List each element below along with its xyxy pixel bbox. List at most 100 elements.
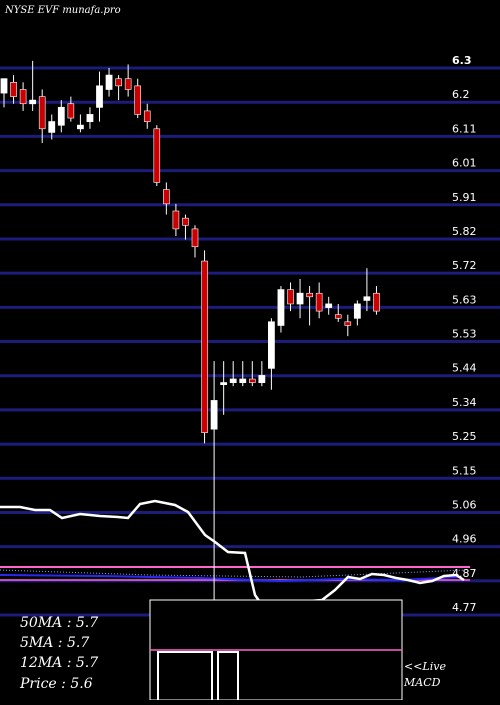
candle bbox=[48, 114, 56, 140]
candle-body-up bbox=[0, 78, 8, 94]
candle-body-down bbox=[373, 292, 380, 312]
candle bbox=[373, 286, 380, 315]
candle-body-up bbox=[229, 378, 237, 384]
candle bbox=[124, 64, 132, 97]
candle-body-up bbox=[277, 289, 285, 326]
y-tick-label: 5.63 bbox=[452, 293, 477, 306]
candle bbox=[210, 361, 218, 615]
candle bbox=[191, 225, 199, 258]
y-tick-label: 6.3 bbox=[452, 54, 472, 67]
candle-body-down bbox=[10, 82, 17, 97]
candle bbox=[277, 286, 285, 333]
candles bbox=[0, 60, 380, 615]
candle-body-down bbox=[153, 128, 161, 183]
candle-body-up bbox=[57, 106, 65, 126]
candle-body-down bbox=[201, 260, 208, 433]
candle-body-up bbox=[105, 74, 113, 90]
candle bbox=[163, 182, 170, 215]
candle-body-up bbox=[77, 124, 84, 130]
candle bbox=[143, 103, 151, 129]
blue-ma-line bbox=[0, 574, 461, 583]
candle bbox=[57, 100, 65, 133]
candle-body-down bbox=[287, 289, 294, 305]
candle bbox=[0, 78, 8, 108]
candle-body-up bbox=[325, 303, 333, 308]
candle bbox=[115, 75, 122, 101]
candle-body-up bbox=[96, 85, 103, 108]
y-tick-label: 6.2 bbox=[452, 88, 470, 101]
candle-body-down bbox=[38, 96, 46, 130]
candle-body-up bbox=[296, 292, 304, 305]
candle-body-down bbox=[143, 110, 151, 122]
y-axis-ticks: 6.3 6.2 6.11 6.01 5.91 5.82 5.72 5.63 5.53 5.44 5.… bbox=[452, 54, 477, 614]
candle-body-down bbox=[191, 228, 199, 248]
y-tick-label: 4.77 bbox=[452, 601, 477, 614]
oscillator-line bbox=[0, 499, 465, 607]
y-tick-label: 5.06 bbox=[452, 498, 477, 511]
y-tick-label: 5.53 bbox=[452, 328, 477, 341]
candle-body-down bbox=[67, 103, 75, 119]
candle-body-up bbox=[267, 321, 275, 369]
macd-line-a bbox=[157, 651, 213, 700]
candle bbox=[172, 203, 180, 237]
y-tick-label: 5.25 bbox=[452, 430, 477, 443]
candle bbox=[29, 60, 37, 111]
price-label: Price : 5.6 bbox=[19, 676, 93, 692]
y-tick-label: 6.01 bbox=[452, 157, 477, 170]
y-tick-label: 4.96 bbox=[452, 533, 477, 546]
candle bbox=[86, 107, 94, 129]
candle-body-down bbox=[163, 189, 170, 205]
macd-line-b bbox=[217, 651, 239, 700]
y-tick-label: 5.91 bbox=[452, 191, 477, 204]
candle bbox=[287, 282, 294, 312]
candle bbox=[229, 361, 237, 387]
candle-body-down bbox=[315, 292, 323, 312]
candle bbox=[334, 303, 342, 322]
candle-body-up bbox=[239, 378, 247, 384]
candle bbox=[38, 89, 46, 144]
candle bbox=[201, 250, 208, 444]
ma12-label: 12MA : 5.7 bbox=[20, 655, 98, 671]
candle bbox=[77, 114, 84, 133]
macd-label: MACD bbox=[403, 676, 441, 689]
candle-body-up bbox=[29, 99, 37, 105]
candle bbox=[249, 361, 256, 387]
candle-body-up bbox=[210, 400, 218, 430]
candle-body-up bbox=[48, 121, 56, 133]
candle bbox=[344, 314, 352, 337]
candle bbox=[67, 96, 75, 122]
y-tick-label: 5.72 bbox=[452, 259, 477, 272]
candle-body-down bbox=[344, 321, 352, 326]
chart-title: NYSE EVF munafa.pro bbox=[4, 5, 121, 16]
live-link[interactable]: <<Live bbox=[404, 660, 446, 673]
candle-body-down bbox=[182, 217, 189, 226]
candle-body-up bbox=[220, 382, 228, 386]
candle bbox=[19, 82, 27, 111]
candle bbox=[315, 282, 323, 319]
ma50-label: 50MA : 5.7 bbox=[20, 615, 98, 631]
candle bbox=[153, 125, 161, 186]
candle-body-up bbox=[258, 375, 266, 384]
candle bbox=[239, 361, 247, 387]
candle-body-down bbox=[334, 314, 342, 319]
candle bbox=[220, 361, 228, 415]
candle-body-up bbox=[363, 296, 371, 301]
candle bbox=[258, 361, 266, 387]
candle bbox=[306, 286, 313, 326]
candle bbox=[325, 296, 333, 315]
candle-body-down bbox=[172, 210, 180, 230]
candle-body-up bbox=[86, 114, 94, 123]
indicator-lines bbox=[0, 499, 470, 607]
candle-body-down bbox=[124, 78, 132, 90]
ma5-label: 5MA : 5.7 bbox=[20, 635, 89, 651]
candle-body-down bbox=[306, 292, 313, 298]
dotted-ma-line bbox=[0, 569, 466, 578]
candle bbox=[363, 268, 371, 312]
candle bbox=[10, 75, 17, 104]
y-tick-label: 5.15 bbox=[452, 464, 477, 477]
candle-body-down bbox=[19, 89, 27, 105]
candle bbox=[182, 214, 189, 240]
candle bbox=[134, 78, 141, 119]
